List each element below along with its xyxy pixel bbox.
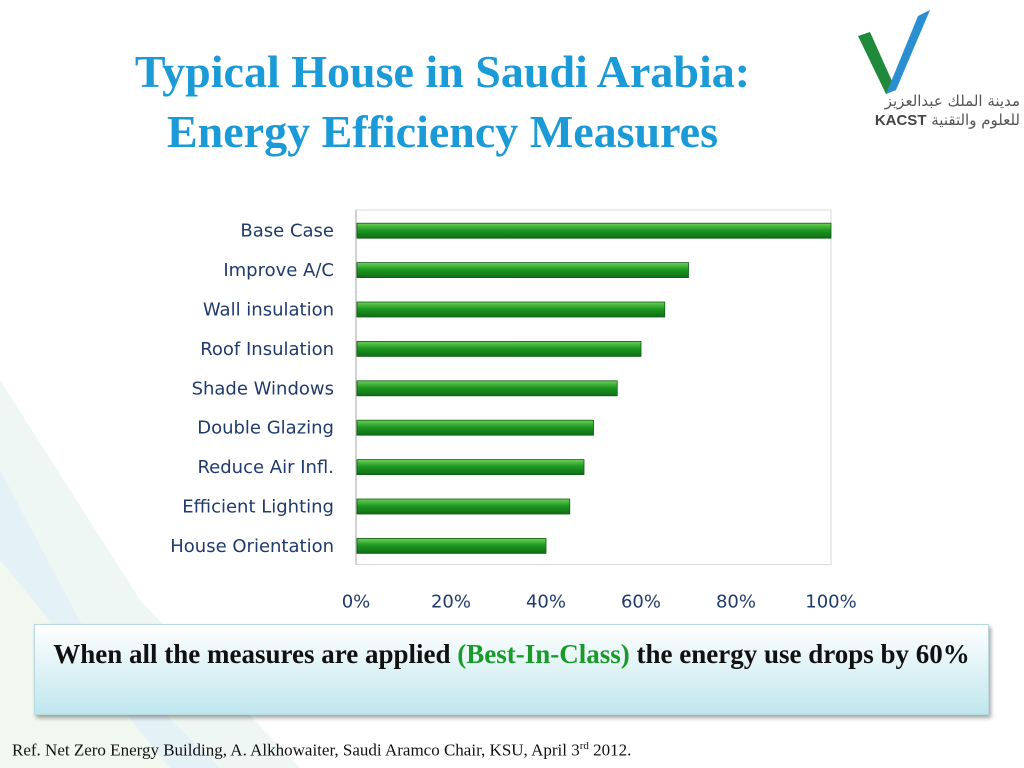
- logo-arabic-line-1: مدينة الملك عبدالعزيز: [884, 92, 1020, 110]
- bar-wall-insulation: [356, 301, 666, 318]
- logo-latin: KACST: [874, 112, 927, 129]
- bar-shade-windows: [356, 380, 618, 397]
- category-label: Roof Insulation: [200, 339, 334, 360]
- category-label: Efficient Lighting: [182, 497, 334, 518]
- x-tick-label: 100%: [805, 592, 856, 613]
- bar-reduce-air-infl: [356, 459, 585, 476]
- x-tick-label: 60%: [621, 592, 661, 613]
- logo-arabic-line-2: KACST للعلوم والتقنية: [850, 111, 1020, 130]
- page-title-line-1: Typical House in Saudi Arabia:: [134, 46, 751, 97]
- kacst-logo: [858, 10, 930, 94]
- kacst-logo-text: مدينة الملك عبدالعزيز KACST للعلوم والتق…: [850, 92, 1020, 130]
- bar-base-case: [356, 222, 832, 239]
- energy-efficiency-bar-chart: Base Case Improve A/C Wall insulation Roof …: [170, 209, 857, 613]
- bar-improve-a-c: [356, 262, 689, 278]
- x-tick-label: 0%: [342, 592, 371, 613]
- category-label: Improve A/C: [223, 260, 334, 281]
- logo-green-stroke: [858, 32, 896, 94]
- reference-text-before: Ref. Net Zero Energy Building, A. Alkhow…: [12, 740, 580, 760]
- reference-footnote: Ref. Net Zero Energy Building, A. Alkhow…: [12, 740, 631, 761]
- callout-text-after: the energy use drops by 60%: [629, 639, 970, 669]
- x-tick-label: 20%: [431, 592, 471, 613]
- callout-text-before: When all the measures are applied: [53, 639, 458, 669]
- category-label: Reduce Air Infl.: [197, 457, 334, 478]
- x-tick-label: 80%: [716, 592, 756, 613]
- callout-highlight: (Best-In-Class): [457, 639, 630, 669]
- category-label: Wall insulation: [203, 300, 334, 321]
- logo-blue-stroke: [886, 10, 930, 94]
- page-title-line-2: Energy Efficiency Measures: [166, 106, 719, 157]
- x-tick-label: 40%: [526, 592, 566, 613]
- bar-double-glazing: [356, 419, 594, 436]
- summary-callout: When all the measures are applied (Best-…: [34, 624, 989, 715]
- page-title: Typical House in Saudi Arabia: Energy Ef…: [40, 42, 845, 162]
- logo-arabic-line-2-text: للعلوم والتقنية: [931, 111, 1020, 129]
- bar-efficient-lighting: [356, 498, 571, 515]
- category-label: Shade Windows: [192, 378, 334, 399]
- category-label: Double Glazing: [197, 418, 334, 439]
- category-label: Base Case: [240, 221, 334, 242]
- bar-house-orientation: [356, 537, 547, 554]
- bar-roof-insulation: [356, 340, 642, 357]
- category-label: House Orientation: [170, 536, 334, 557]
- reference-sup: rd: [579, 740, 589, 752]
- reference-text-after: 2012.: [588, 740, 632, 760]
